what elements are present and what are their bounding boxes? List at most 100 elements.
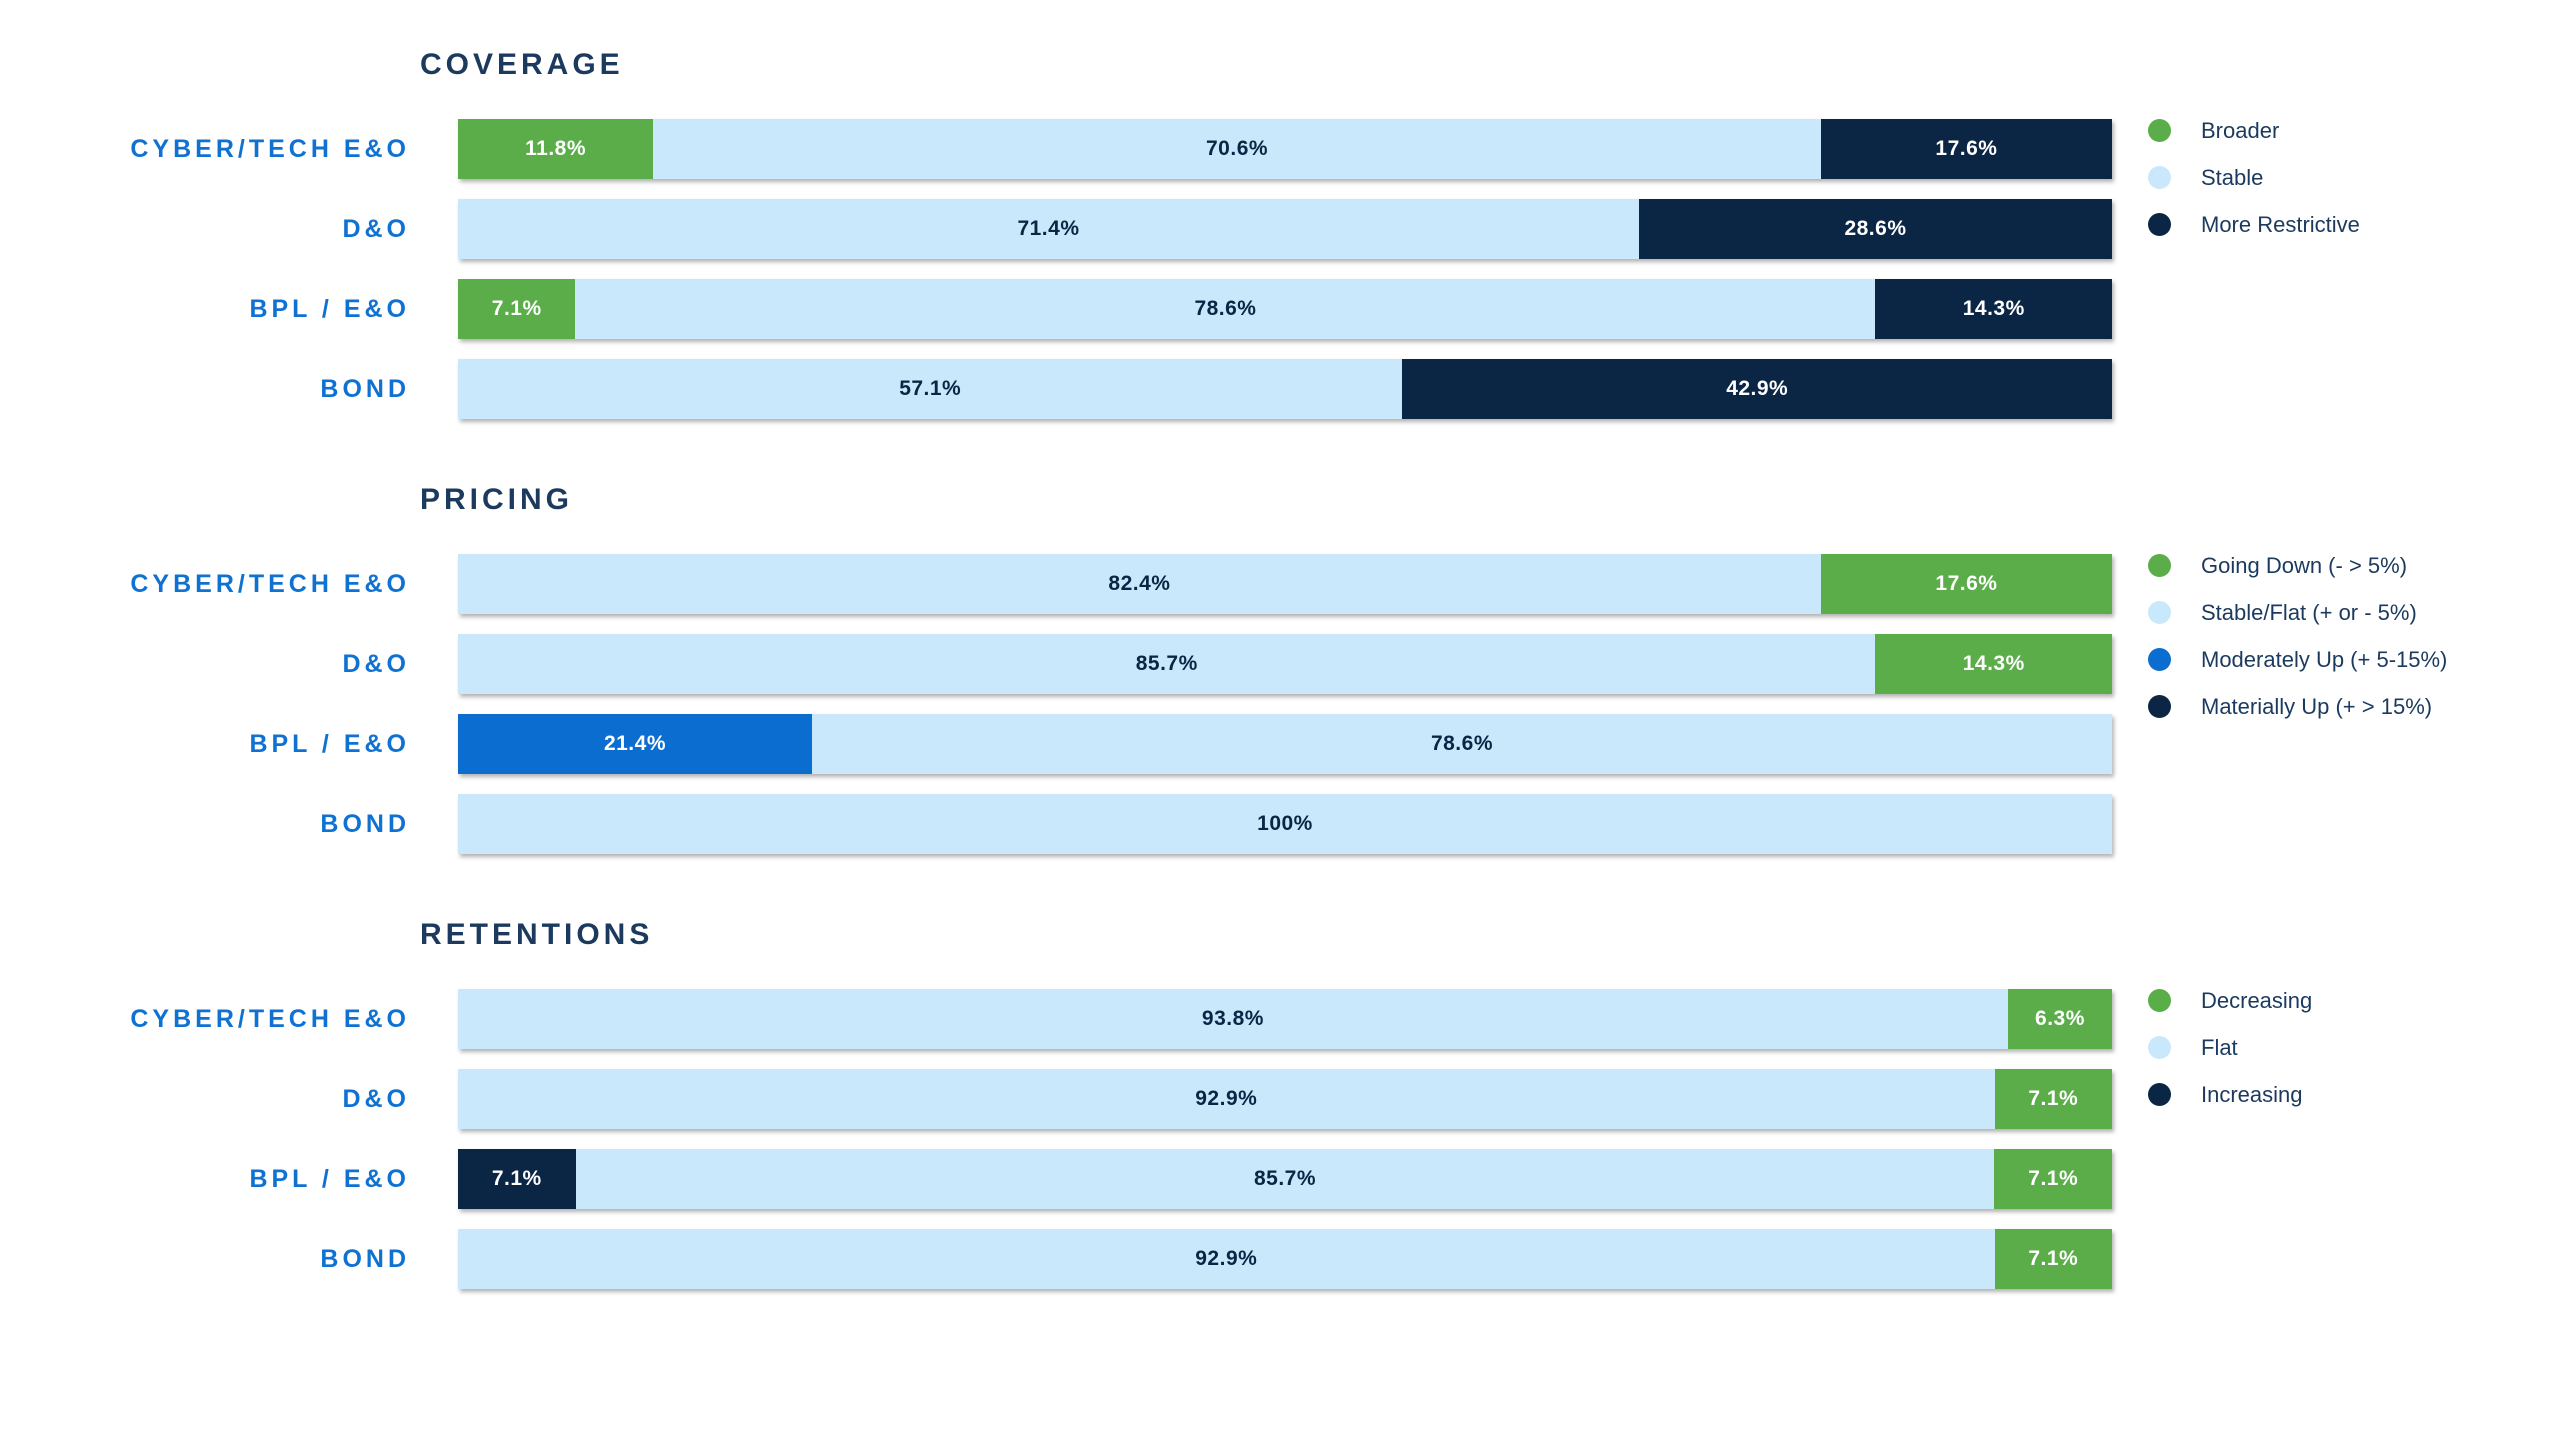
legend-label: Flat bbox=[2201, 1034, 2238, 1060]
bar-segment-going-down-5: 14.3% bbox=[1875, 634, 2112, 694]
stacked-bar: 92.9% 7.1% bbox=[458, 1069, 2112, 1129]
legend-item-materially-up-15: Materially Up (+ > 15%) bbox=[2148, 693, 2447, 719]
legend-label: Going Down (- > 5%) bbox=[2201, 552, 2408, 578]
bar-segment-flat: 93.8% bbox=[458, 989, 2008, 1049]
legend-dot bbox=[2148, 1036, 2171, 1059]
legend-item-increasing: Increasing bbox=[2148, 1082, 2312, 1107]
bar-segment-value: 92.9% bbox=[1195, 1247, 1258, 1270]
legend-label: More Restrictive bbox=[2201, 211, 2360, 237]
bar-segment-stable-flat-or-5: 100% bbox=[458, 794, 2112, 854]
stacked-bar: 57.1% 42.9% bbox=[458, 359, 2112, 419]
legend-label: Stable/Flat (+ or - 5%) bbox=[2201, 599, 2417, 625]
stacked-bar: 93.8% 6.3% bbox=[458, 989, 2112, 1049]
bar-segment-value: 17.6% bbox=[1935, 572, 1998, 595]
row-label: CYBER/TECH E&O bbox=[130, 134, 410, 163]
row-label: D&O bbox=[342, 649, 410, 678]
chart-row-bond: BOND 92.9% 7.1% bbox=[0, 1229, 2112, 1289]
bars-area-retentions: CYBER/TECH E&O 93.8% 6.3% D&O 92.9% 7.1% BPL /… bbox=[0, 989, 2112, 1289]
row-label: BPL / E&O bbox=[249, 729, 410, 758]
bar-segment-value: 82.4% bbox=[1108, 572, 1171, 595]
bar-segment-stable: 57.1% bbox=[458, 359, 1403, 419]
row-label: CYBER/TECH E&O bbox=[130, 1004, 410, 1033]
legend-item-moderately-up-5-15: Moderately Up (+ 5-15%) bbox=[2148, 646, 2448, 672]
bar-segment-stable-flat-or-5: 82.4% bbox=[458, 554, 1821, 614]
section-title-retentions: RETENTIONS bbox=[420, 918, 654, 951]
bar-segment-value: 78.6% bbox=[1194, 297, 1257, 320]
bar-segment-stable: 71.4% bbox=[458, 199, 1639, 259]
legend-dot bbox=[2148, 648, 2171, 671]
legend-item-broader: Broader bbox=[2148, 117, 2360, 143]
bar-segment-more-restrictive: 28.6% bbox=[1638, 199, 2112, 259]
chart-row-cyber-tech-e-o: CYBER/TECH E&O 11.8% 70.6% 17.6% bbox=[0, 119, 2112, 179]
legend-dot bbox=[2148, 554, 2171, 577]
legend-item-more-restrictive: More Restrictive bbox=[2148, 211, 2360, 237]
stacked-bar: 82.4% 17.6% bbox=[458, 554, 2112, 614]
legend-dot bbox=[2148, 119, 2171, 142]
chart-row-bond: BOND 57.1% 42.9% bbox=[0, 359, 2112, 419]
bar-segment-value: 7.1% bbox=[2028, 1087, 2079, 1110]
bar-segment-value: 7.1% bbox=[491, 297, 542, 320]
bar-segment-broader: 7.1% bbox=[458, 279, 576, 339]
bar-segment-value: 17.6% bbox=[1935, 137, 1998, 160]
market-conditions-charts: COVERAGE CYBER/TECH E&O 11.8% 70.6% 17.6% D&… bbox=[0, 48, 2560, 1289]
chart-row-bond: BOND 100% bbox=[0, 794, 2112, 854]
legend-label: Stable bbox=[2201, 164, 2264, 190]
row-label: BPL / E&O bbox=[249, 294, 410, 323]
bar-segment-stable-flat-or-5: 78.6% bbox=[811, 714, 2112, 774]
section-body: CYBER/TECH E&O 11.8% 70.6% 17.6% D&O 71.4% 28.… bbox=[0, 117, 2560, 419]
bar-segment-value: 92.9% bbox=[1195, 1087, 1258, 1110]
bar-segment-value: 14.3% bbox=[1962, 297, 2025, 320]
chart-row-bpl-e-o: BPL / E&O 7.1% 78.6% 14.3% bbox=[0, 279, 2112, 339]
legend-dot bbox=[2148, 601, 2171, 624]
bar-segment-value: 71.4% bbox=[1017, 217, 1080, 240]
chart-row-d-o: D&O 92.9% 7.1% bbox=[0, 1069, 2112, 1129]
stacked-bar: 100% bbox=[458, 794, 2112, 854]
legend-label: Materially Up (+ > 15%) bbox=[2201, 693, 2433, 719]
legend-item-going-down-5: Going Down (- > 5%) bbox=[2148, 552, 2447, 578]
legend-label: Decreasing bbox=[2201, 987, 2313, 1013]
section-body: CYBER/TECH E&O 82.4% 17.6% D&O 85.7% 14.3% BPL… bbox=[0, 552, 2560, 854]
stacked-bar: 11.8% 70.6% 17.6% bbox=[458, 119, 2112, 179]
bar-segment-more-restrictive: 14.3% bbox=[1875, 279, 2112, 339]
section-body: CYBER/TECH E&O 93.8% 6.3% D&O 92.9% 7.1% BPL /… bbox=[0, 987, 2560, 1289]
bar-segment-stable: 78.6% bbox=[575, 279, 1876, 339]
bar-segment-value: 78.6% bbox=[1430, 732, 1493, 755]
legend-retentions: Decreasing Flat Increasing bbox=[2148, 987, 2313, 1130]
section-title-pricing: PRICING bbox=[420, 483, 574, 516]
bar-segment-value: 21.4% bbox=[603, 732, 666, 755]
stacked-bar: 71.4% 28.6% bbox=[458, 199, 2112, 259]
bar-segment-value: 70.6% bbox=[1206, 137, 1269, 160]
legend-item-decreasing: Decreasing bbox=[2148, 987, 2313, 1013]
stacked-bar: 85.7% 14.3% bbox=[458, 634, 2112, 694]
bar-segment-decreasing: 7.1% bbox=[1994, 1229, 2112, 1289]
bar-segment-value: 85.7% bbox=[1135, 652, 1198, 675]
section-pricing: PRICING CYBER/TECH E&O 82.4% 17.6% D&O 85.7%… bbox=[0, 483, 2560, 854]
chart-row-d-o: D&O 85.7% 14.3% bbox=[0, 634, 2112, 694]
legend-label: Moderately Up (+ 5-15%) bbox=[2201, 646, 2448, 672]
row-label: D&O bbox=[342, 1084, 410, 1113]
legend-pricing: Going Down (- > 5%) Stable/Flat (+ or - 5… bbox=[2148, 552, 2448, 742]
bar-segment-moderately-up-5-15: 21.4% bbox=[458, 714, 812, 774]
chart-row-d-o: D&O 71.4% 28.6% bbox=[0, 199, 2112, 259]
bar-segment-broader: 11.8% bbox=[458, 119, 654, 179]
legend-label: Broader bbox=[2201, 117, 2280, 143]
bars-area-pricing: CYBER/TECH E&O 82.4% 17.6% D&O 85.7% 14.3% BPL… bbox=[0, 554, 2112, 854]
bar-segment-value: 11.8% bbox=[525, 137, 587, 160]
legend-dot bbox=[2148, 695, 2171, 718]
row-label: CYBER/TECH E&O bbox=[130, 569, 410, 598]
legend-dot bbox=[2148, 166, 2171, 189]
legend-dot bbox=[2148, 213, 2171, 236]
row-label: D&O bbox=[342, 214, 410, 243]
section-retentions: RETENTIONS CYBER/TECH E&O 93.8% 6.3% D&O 92.… bbox=[0, 918, 2560, 1289]
bar-segment-value: 7.1% bbox=[491, 1167, 542, 1190]
chart-row-bpl-e-o: BPL / E&O 21.4% 78.6% bbox=[0, 714, 2112, 774]
bar-segment-value: 14.3% bbox=[1962, 652, 2025, 675]
row-label: BPL / E&O bbox=[249, 1164, 410, 1193]
bar-segment-decreasing: 7.1% bbox=[1994, 1149, 2112, 1209]
legend-item-flat: Flat bbox=[2148, 1034, 2312, 1060]
chart-row-bpl-e-o: BPL / E&O 7.1% 85.7% 7.1% bbox=[0, 1149, 2112, 1209]
chart-row-cyber-tech-e-o: CYBER/TECH E&O 82.4% 17.6% bbox=[0, 554, 2112, 614]
stacked-bar: 21.4% 78.6% bbox=[458, 714, 2112, 774]
bar-segment-value: 100% bbox=[1257, 812, 1313, 835]
section-title-coverage: COVERAGE bbox=[420, 48, 624, 81]
